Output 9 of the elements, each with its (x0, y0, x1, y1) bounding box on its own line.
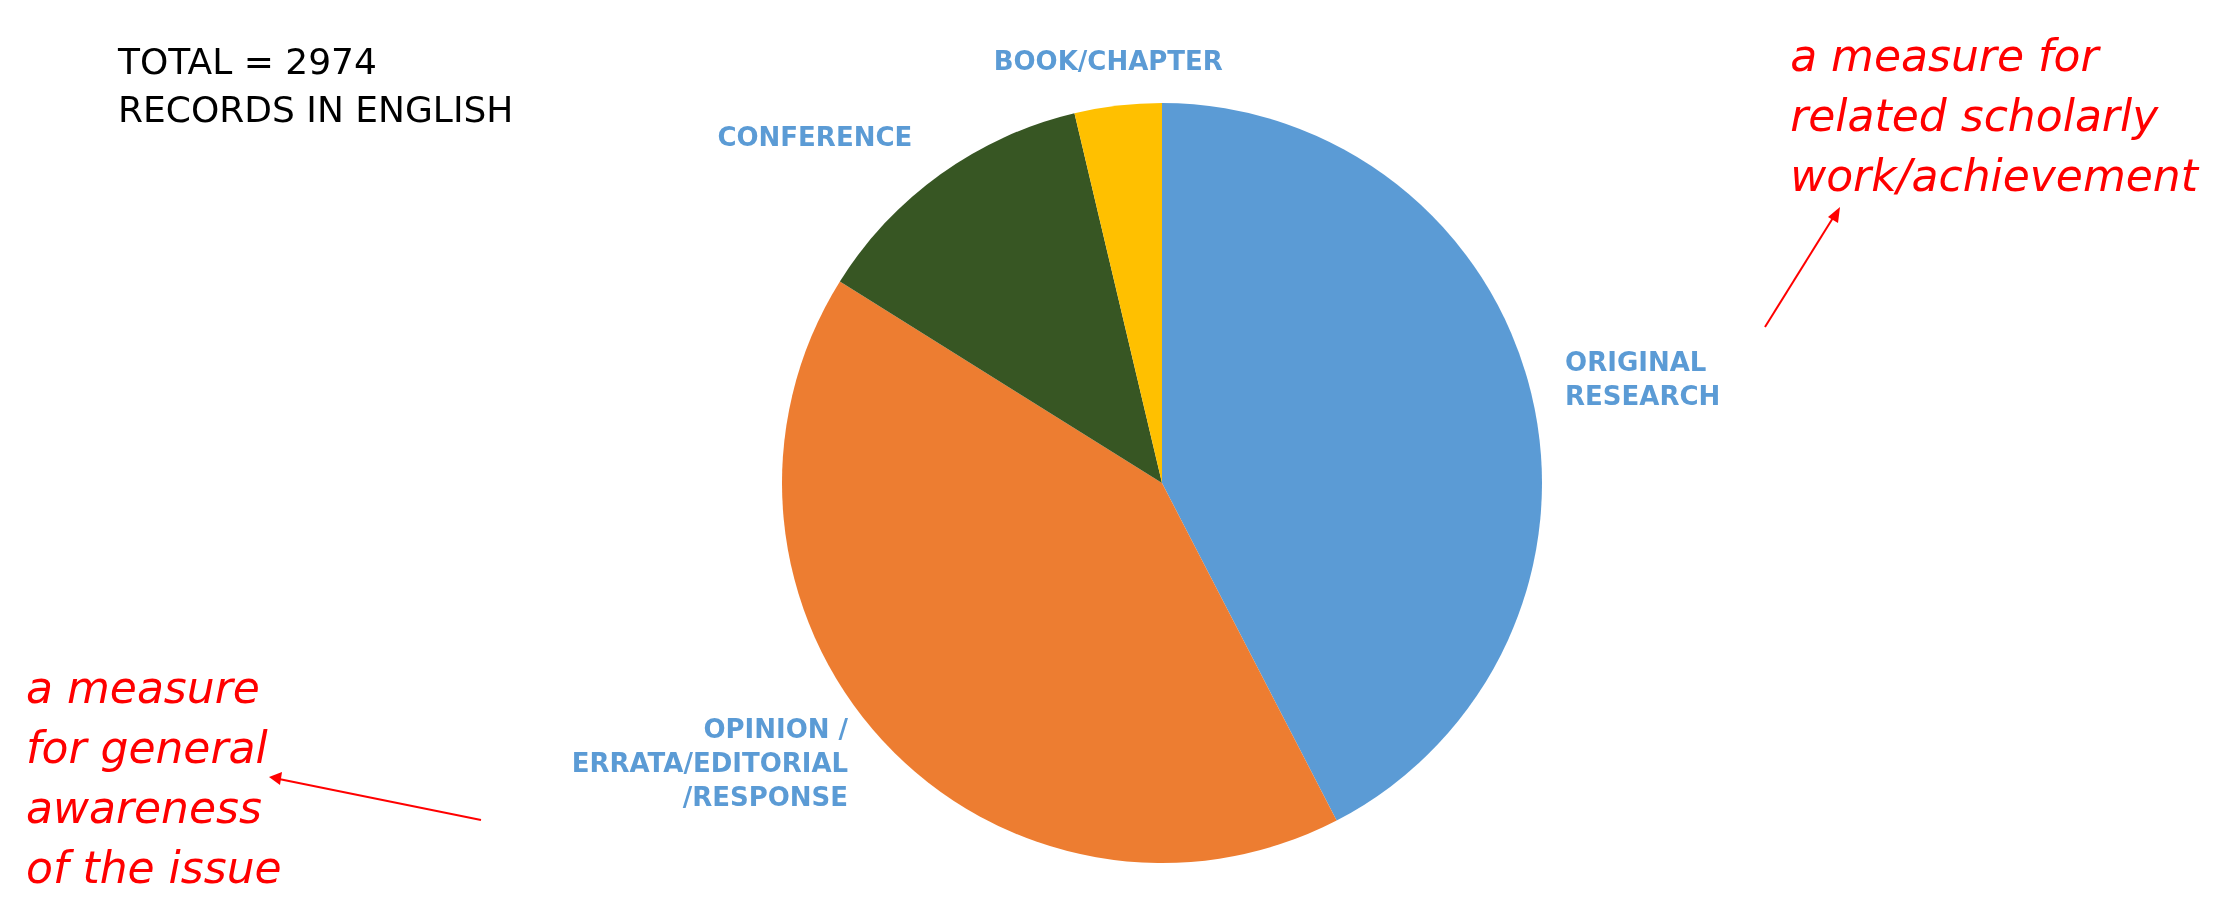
text: a measure for general awareness of the issue (26, 661, 282, 895)
pie-slice (1074, 103, 1162, 483)
text: TOTAL = 2974 RECORDS IN ENGLISH (118, 40, 514, 132)
pie-slice (1162, 103, 1542, 821)
slice-label: BOOK/CHAPTER (993, 45, 1223, 76)
slice-label: CONFERENCE (717, 121, 913, 152)
slice-label: ORIGINAL RESEARCH (1565, 346, 1721, 411)
text: a measure for related scholarly work/achievement (1790, 29, 2198, 203)
slice-label: OPINION / ERRATA/EDITORIAL/RESPONSE (571, 713, 849, 812)
